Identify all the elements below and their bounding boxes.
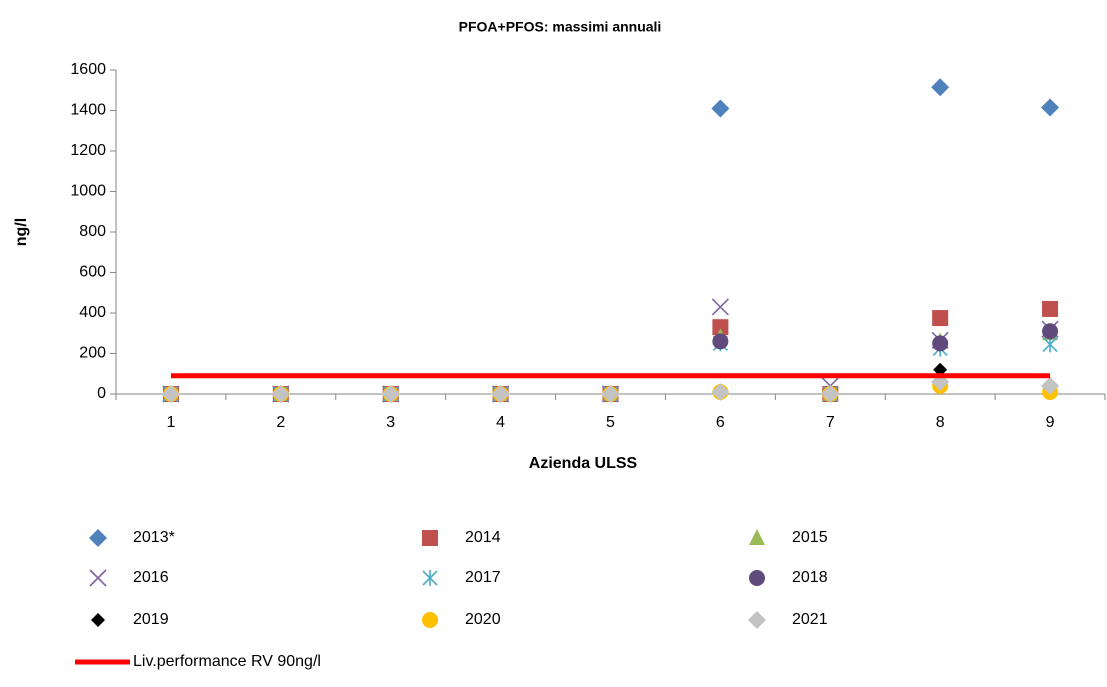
x-tick-label: 2 bbox=[276, 414, 285, 431]
marker bbox=[932, 335, 949, 352]
legend-label: 2017 bbox=[465, 569, 501, 586]
x-tick-label: 1 bbox=[166, 414, 175, 431]
legend-label: 2018 bbox=[792, 569, 828, 586]
marker bbox=[821, 385, 840, 403]
legend-marker bbox=[749, 529, 765, 545]
legend-label: 2019 bbox=[133, 611, 169, 628]
x-tick-label: 6 bbox=[716, 414, 725, 431]
x-tick-label: 4 bbox=[496, 414, 505, 431]
legend-label: 2021 bbox=[792, 611, 828, 628]
chart-title: PFOA+PFOS: massimi annuali bbox=[459, 19, 662, 35]
marker bbox=[491, 385, 510, 403]
marker bbox=[1042, 323, 1059, 340]
marker bbox=[601, 385, 620, 403]
x-tick-label: 9 bbox=[1046, 414, 1055, 431]
legend-marker bbox=[89, 529, 107, 547]
marker bbox=[931, 78, 950, 97]
legend-marker bbox=[89, 569, 107, 587]
marker bbox=[712, 333, 729, 350]
y-tick-label: 1400 bbox=[70, 102, 106, 119]
marker bbox=[711, 298, 729, 316]
x-tick-label: 7 bbox=[826, 414, 835, 431]
marker bbox=[712, 319, 729, 336]
marker bbox=[1042, 300, 1059, 317]
y-axis-label: ng/l bbox=[13, 218, 30, 246]
marker bbox=[1041, 98, 1060, 117]
legend-label: 2015 bbox=[792, 529, 828, 546]
y-tick-label: 1600 bbox=[70, 61, 106, 78]
y-tick-label: 800 bbox=[79, 223, 106, 240]
x-tick-label: 5 bbox=[606, 414, 615, 431]
legend-label: 2016 bbox=[133, 569, 169, 586]
marker bbox=[271, 385, 290, 403]
legend-label: 2014 bbox=[465, 529, 501, 546]
marker bbox=[711, 99, 730, 118]
marker bbox=[161, 385, 180, 403]
marker bbox=[711, 382, 730, 401]
x-axis-label: Azienda ULSS bbox=[529, 455, 638, 472]
legend-marker bbox=[91, 613, 105, 627]
y-tick-label: 1000 bbox=[70, 183, 106, 200]
legend-label: 2020 bbox=[465, 611, 501, 628]
legend-marker bbox=[422, 530, 438, 546]
marker bbox=[381, 385, 400, 403]
marker bbox=[932, 310, 949, 327]
x-tick-label: 8 bbox=[936, 414, 945, 431]
y-tick-label: 400 bbox=[79, 304, 106, 321]
legend-label: 2013* bbox=[133, 529, 175, 546]
legend-label: Liv.performance RV 90ng/l bbox=[133, 653, 321, 670]
marker bbox=[1041, 376, 1060, 395]
y-tick-label: 200 bbox=[79, 345, 106, 362]
legend-marker bbox=[422, 612, 438, 628]
x-tick-label: 3 bbox=[386, 414, 395, 431]
legend-marker bbox=[748, 611, 766, 629]
y-tick-label: 1200 bbox=[70, 142, 106, 159]
legend-marker bbox=[749, 570, 765, 586]
marker bbox=[933, 362, 948, 377]
y-tick-label: 0 bbox=[97, 385, 106, 402]
legend-marker bbox=[422, 570, 438, 586]
y-tick-label: 600 bbox=[79, 264, 106, 281]
